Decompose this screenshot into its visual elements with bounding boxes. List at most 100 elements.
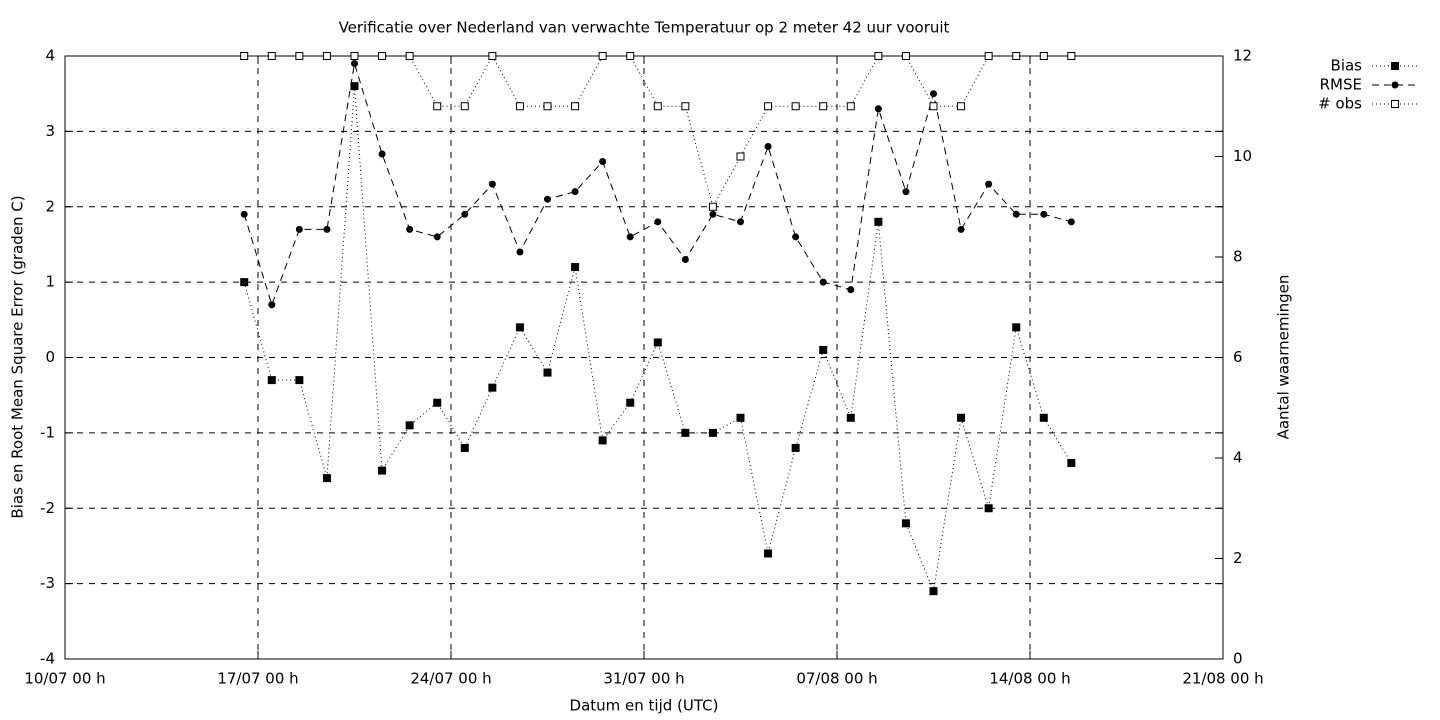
y-tick-label: -1: [40, 423, 55, 441]
marker: [1040, 210, 1048, 218]
marker: [378, 150, 386, 158]
marker: [957, 102, 966, 111]
x-tick-label: 31/07 00 h: [603, 670, 684, 688]
legend-marker: [1391, 100, 1399, 108]
y2-axis-label: Aantal waarnemingen: [1275, 275, 1293, 440]
marker: [406, 225, 414, 233]
marker: [901, 519, 910, 528]
marker: [846, 413, 855, 422]
y2-tick-label: 0: [1233, 650, 1243, 668]
marker: [295, 225, 303, 233]
marker: [350, 52, 359, 60]
marker: [957, 413, 966, 422]
marker: [1039, 52, 1048, 60]
marker: [378, 52, 387, 60]
marker: [598, 52, 607, 60]
x-tick-label: 14/08 00 h: [989, 670, 1070, 688]
marker: [460, 102, 469, 111]
marker: [433, 398, 442, 407]
marker: [708, 428, 717, 437]
legend-marker: [1391, 62, 1399, 70]
marker: [571, 188, 579, 196]
y-tick-label: 0: [45, 348, 55, 366]
marker: [736, 152, 745, 161]
y-tick-label: 2: [45, 197, 55, 215]
marker: [598, 436, 607, 445]
marker: [985, 180, 993, 188]
marker: [653, 102, 662, 111]
marker: [626, 233, 634, 241]
marker: [764, 142, 772, 150]
marker: [515, 323, 524, 332]
marker: [488, 383, 497, 392]
marker: [1012, 210, 1020, 218]
y-tick-label: -4: [40, 650, 55, 668]
marker: [654, 218, 662, 226]
marker: [405, 52, 414, 60]
marker: [709, 210, 717, 218]
marker: [819, 278, 827, 286]
marker: [681, 256, 689, 264]
marker: [322, 474, 331, 483]
marker: [901, 52, 910, 60]
marker: [405, 421, 414, 430]
marker: [543, 368, 552, 377]
marker: [930, 90, 937, 98]
marker: [599, 158, 607, 166]
marker: [847, 286, 855, 294]
marker: [626, 52, 635, 60]
marker: [543, 102, 552, 111]
marker: [433, 102, 442, 111]
marker: [819, 345, 828, 354]
legend-label: Bias: [1331, 57, 1363, 75]
marker: [792, 233, 800, 241]
marker: [322, 52, 331, 60]
x-tick-label: 07/08 00 h: [796, 670, 877, 688]
x-axis-label: Datum en tijd (UTC): [570, 697, 719, 715]
marker: [378, 466, 387, 475]
marker: [295, 52, 304, 60]
marker: [240, 210, 248, 218]
y2-tick-label: 8: [1233, 248, 1243, 266]
marker: [902, 188, 910, 196]
marker: [1039, 413, 1048, 422]
marker: [544, 195, 551, 203]
marker: [515, 102, 524, 111]
marker: [791, 102, 800, 111]
marker: [351, 60, 358, 68]
marker: [681, 102, 690, 111]
legend-label: # obs: [1318, 95, 1362, 113]
y2-tick-label: 10: [1233, 147, 1252, 165]
marker: [764, 549, 773, 558]
y2-tick-label: 6: [1233, 348, 1243, 366]
marker: [268, 301, 276, 309]
y-axis-label: Bias en Root Mean Square Error (graden C…: [9, 195, 27, 518]
marker: [984, 52, 993, 60]
x-tick-label: 10/07 00 h: [24, 670, 105, 688]
marker: [708, 202, 717, 211]
marker: [571, 102, 580, 111]
marker: [461, 210, 469, 218]
y2-tick-label: 4: [1233, 449, 1243, 467]
marker: [516, 248, 524, 256]
legend-marker: [1391, 81, 1399, 89]
y-tick-label: 1: [45, 273, 55, 291]
y-tick-label: -2: [40, 499, 55, 517]
marker: [295, 376, 304, 385]
marker: [460, 443, 469, 452]
marker: [984, 504, 993, 513]
marker: [571, 263, 580, 272]
marker: [929, 102, 938, 111]
marker: [240, 278, 249, 287]
marker: [819, 102, 828, 111]
marker: [874, 105, 882, 113]
marker: [267, 52, 276, 60]
series-line: [243, 63, 1072, 307]
marker: [929, 587, 938, 596]
y-tick-label: 3: [45, 122, 55, 140]
marker: [323, 225, 331, 233]
y-tick-label: 4: [45, 47, 55, 65]
marker: [791, 443, 800, 452]
y2-tick-label: 12: [1233, 47, 1252, 65]
